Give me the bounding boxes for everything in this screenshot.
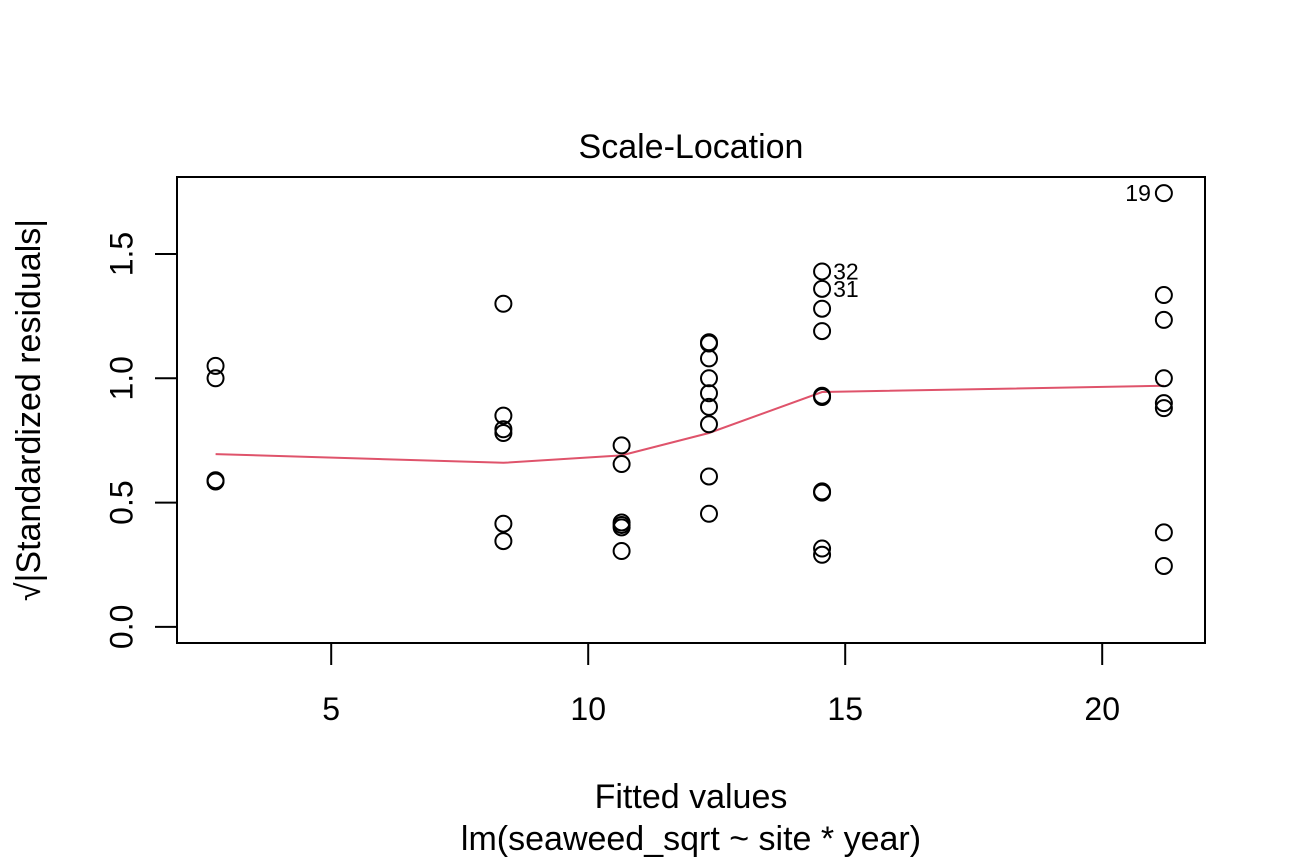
data-point [813,322,832,341]
data-point [612,518,631,537]
data-point [1154,184,1173,203]
x-tick-label: 5 [322,691,340,727]
data-point [1154,369,1173,388]
data-point [699,334,718,353]
data-point [494,423,513,442]
data-point [612,455,631,474]
x-axis-title: Fitted values [595,778,788,816]
data-point [813,299,832,318]
data-point [494,406,513,425]
y-tick-label: 0.0 [103,605,139,649]
smooth-layer [215,384,1164,464]
data-point [699,415,718,434]
points-layer [206,184,1173,575]
data-point [1154,523,1173,542]
data-point [813,539,832,558]
smooth-line [215,384,1164,464]
data-point [813,262,832,281]
data-point [699,504,718,523]
x-tick-label: 10 [570,691,606,727]
data-point [206,472,225,491]
data-point [1154,286,1173,305]
data-point [1154,399,1173,418]
point-annotation: 32 [833,259,859,285]
y-axis-title: √|Standardized residuals| [10,219,48,601]
data-point [494,294,513,313]
y-tick-label: 1.0 [103,356,139,400]
data-point [1154,556,1173,575]
data-point [494,532,513,551]
data-point [612,542,631,561]
data-point [813,545,832,564]
data-point [1154,394,1173,413]
data-point [699,384,718,403]
data-point [699,349,718,368]
data-point [813,483,832,502]
data-point [813,279,832,298]
data-point [612,436,631,455]
data-point [699,397,718,416]
chart-title: Scale-Location [579,128,804,166]
data-point [206,369,225,388]
plot-frame [176,176,1206,644]
point-annotation: 19 [1125,180,1151,206]
x-axis: 5 10 15 20 [322,642,1120,727]
data-point [813,387,832,406]
x-tick-label: 20 [1084,691,1120,727]
x-tick-label: 15 [827,691,863,727]
data-point [699,369,718,388]
y-axis: 0.0 0.5 1.0 1.5 [103,232,178,649]
data-point [1154,310,1173,329]
data-point [494,514,513,533]
point-annotation: 31 [833,276,859,302]
data-point [206,356,225,375]
chart-subtitle: lm(seaweed_sqrt ~ site * year) [461,820,921,858]
y-tick-label: 1.5 [103,232,139,276]
y-tick-label: 0.5 [103,480,139,524]
data-point [699,467,718,486]
